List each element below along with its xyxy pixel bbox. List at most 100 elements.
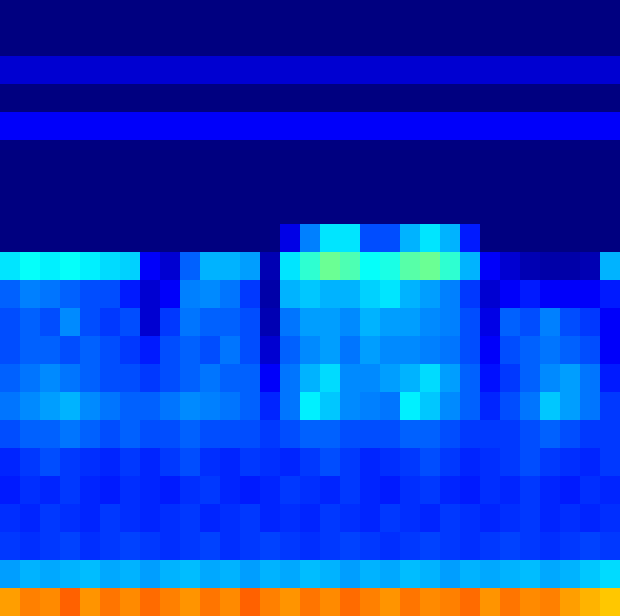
cell [600, 476, 620, 504]
cell [260, 56, 280, 84]
cell [40, 308, 60, 336]
cell [560, 280, 580, 308]
cell [280, 252, 300, 280]
cell [120, 224, 140, 252]
cell [460, 504, 480, 532]
cell [420, 308, 440, 336]
cell [280, 364, 300, 392]
cell [520, 84, 540, 112]
cell [320, 56, 340, 84]
cell [200, 252, 220, 280]
cell [600, 448, 620, 476]
cell [520, 196, 540, 224]
cell [60, 532, 80, 560]
cell [160, 532, 180, 560]
cell [160, 252, 180, 280]
cell [340, 336, 360, 364]
cell [540, 28, 560, 56]
cell [300, 560, 320, 588]
cell [440, 112, 460, 140]
cell [280, 588, 300, 616]
cell [440, 168, 460, 196]
cell [380, 560, 400, 588]
cell [520, 28, 540, 56]
cell [560, 588, 580, 616]
cell [180, 392, 200, 420]
cell [520, 224, 540, 252]
cell [200, 504, 220, 532]
cell [440, 392, 460, 420]
cell [0, 140, 20, 168]
cell [100, 28, 120, 56]
cell [300, 56, 320, 84]
cell [220, 84, 240, 112]
cell [60, 448, 80, 476]
cell [480, 112, 500, 140]
cell [40, 364, 60, 392]
cell [440, 364, 460, 392]
cell [520, 560, 540, 588]
cell [160, 364, 180, 392]
cell [300, 364, 320, 392]
cell [300, 140, 320, 168]
cell [500, 112, 520, 140]
cell [580, 336, 600, 364]
cell [480, 196, 500, 224]
cell [320, 336, 340, 364]
cell [360, 84, 380, 112]
cell [180, 56, 200, 84]
cell [480, 420, 500, 448]
cell [480, 476, 500, 504]
cell [580, 168, 600, 196]
cell [60, 140, 80, 168]
cell [140, 112, 160, 140]
cell [440, 0, 460, 28]
cell [100, 336, 120, 364]
cell [340, 140, 360, 168]
cell [360, 168, 380, 196]
cell [600, 56, 620, 84]
cell [360, 588, 380, 616]
cell [20, 28, 40, 56]
cell [460, 420, 480, 448]
cell [420, 560, 440, 588]
cell [400, 560, 420, 588]
cell [100, 308, 120, 336]
cell [40, 252, 60, 280]
cell [120, 448, 140, 476]
cell [480, 28, 500, 56]
cell [360, 28, 380, 56]
cell [540, 532, 560, 560]
cell [120, 252, 140, 280]
cell [20, 336, 40, 364]
cell [60, 84, 80, 112]
cell [160, 504, 180, 532]
cell [320, 588, 340, 616]
cell [600, 504, 620, 532]
cell [360, 560, 380, 588]
cell [520, 420, 540, 448]
cell [440, 196, 460, 224]
cell [40, 28, 60, 56]
cell [560, 392, 580, 420]
cell [540, 336, 560, 364]
cell [220, 168, 240, 196]
cell [20, 364, 40, 392]
cell [260, 308, 280, 336]
cell [560, 448, 580, 476]
cell [300, 392, 320, 420]
cell [320, 0, 340, 28]
cell [100, 392, 120, 420]
cell [80, 112, 100, 140]
cell [300, 196, 320, 224]
cell [320, 196, 340, 224]
cell [280, 196, 300, 224]
cell [400, 588, 420, 616]
cell [120, 140, 140, 168]
cell [420, 476, 440, 504]
cell [500, 588, 520, 616]
cell [100, 196, 120, 224]
cell [420, 168, 440, 196]
cell [500, 84, 520, 112]
cell [340, 392, 360, 420]
